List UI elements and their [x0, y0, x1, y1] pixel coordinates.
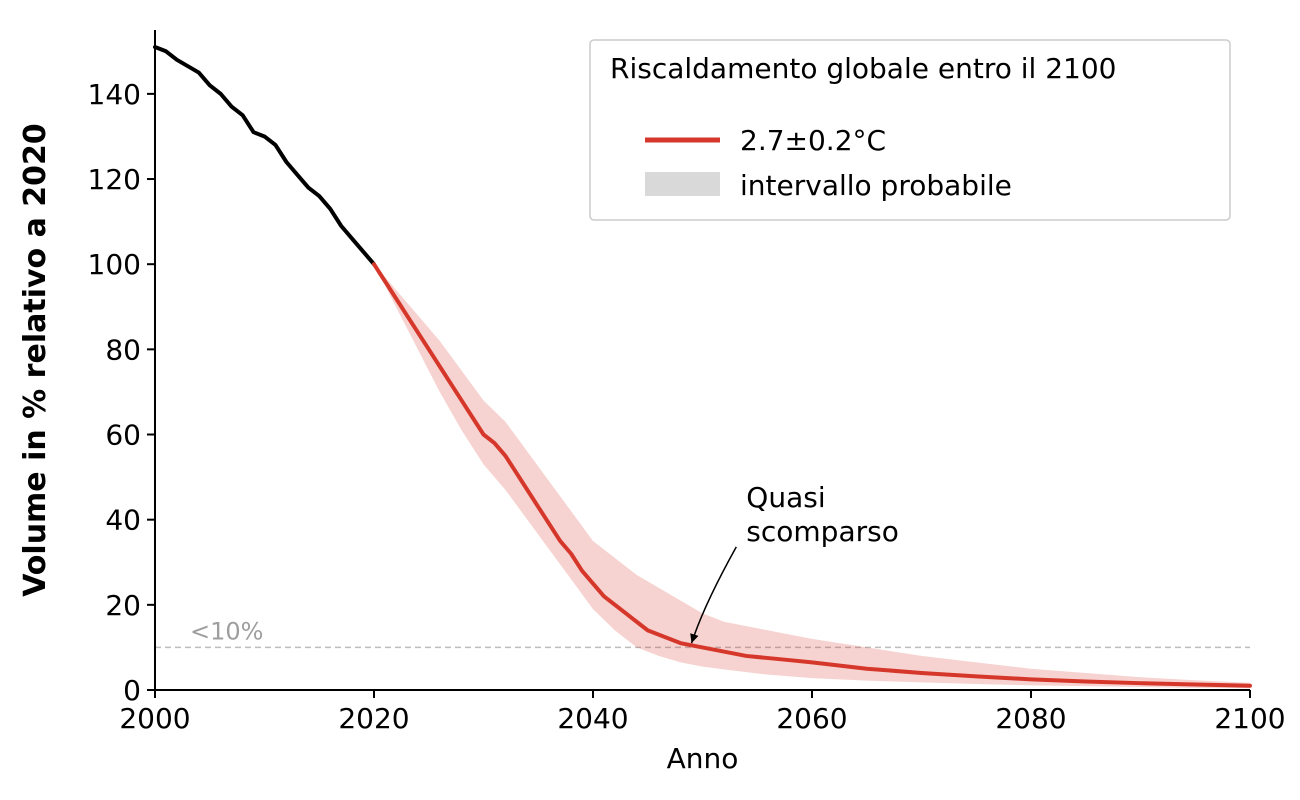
legend-title: Riscaldamento globale entro il 2100 [610, 52, 1116, 85]
x-tick-label: 2060 [776, 702, 847, 735]
y-tick-label: 0 [123, 674, 141, 707]
x-tick-label: 2100 [1214, 702, 1285, 735]
x-tick-label: 2020 [338, 702, 409, 735]
y-axis-title: Volume in % relativo a 2020 [18, 123, 53, 597]
legend-item-label: 2.7±0.2°C [740, 124, 886, 157]
legend-patch-swatch [645, 172, 720, 196]
legend-item-label: intervallo probabile [740, 169, 1012, 202]
annotation-text-line2: scomparso [746, 515, 899, 548]
threshold-label: <10% [190, 617, 263, 645]
legend: Riscaldamento globale entro il 2100 2.7±0… [590, 40, 1230, 220]
glacier-volume-chart: <10%200020202040206020802100Anno02040608… [0, 0, 1300, 800]
y-tick-label: 60 [105, 419, 141, 452]
y-tick-label: 20 [105, 589, 141, 622]
chart-container: <10%200020202040206020802100Anno02040608… [0, 0, 1300, 800]
x-tick-label: 2080 [995, 702, 1066, 735]
y-tick-label: 80 [105, 333, 141, 366]
annotation-text-line1: Quasi [746, 481, 825, 514]
x-axis-title: Anno [667, 742, 739, 775]
y-tick-label: 120 [88, 163, 141, 196]
x-tick-label: 2040 [557, 702, 628, 735]
y-tick-label: 100 [88, 248, 141, 281]
y-tick-label: 140 [88, 78, 141, 111]
y-tick-label: 40 [105, 504, 141, 537]
